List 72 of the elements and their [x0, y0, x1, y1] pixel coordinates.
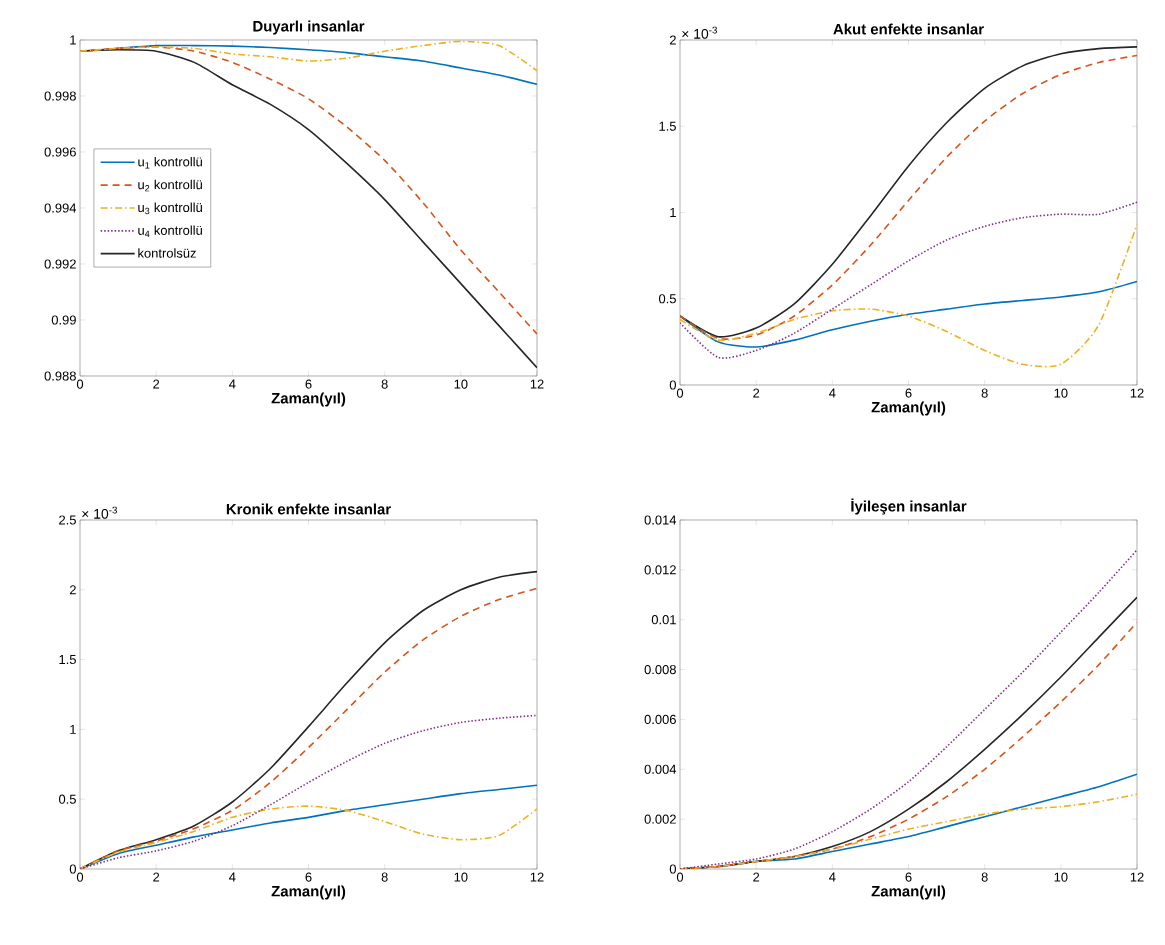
x-axis-title: Zaman(yıl) [271, 885, 346, 900]
line-series [680, 793, 1138, 869]
x-tick-label: 4 [829, 388, 836, 398]
y-tick-label: 1.5 [59, 655, 76, 665]
y-tick-label: 0.014 [644, 515, 677, 525]
x-tick-label: 4 [229, 872, 236, 882]
line-series [80, 40, 537, 72]
y-tick-label: 0.002 [644, 814, 676, 824]
x-tick-label: 0 [676, 388, 684, 398]
legend-label: kontrolsüz [138, 248, 196, 258]
x-tick-label: 8 [981, 872, 988, 882]
y-tick-label: 0.992 [44, 259, 76, 269]
y-tick-label: 0 [69, 864, 76, 874]
x-tick-label: 0 [676, 872, 684, 882]
x-tick-label: 8 [381, 379, 388, 389]
line-series [680, 280, 1138, 348]
x-tick-label: 4 [829, 872, 836, 882]
x-tick-label: 6 [905, 872, 912, 882]
chart-title: Kronik enfekte insanlar [226, 503, 391, 515]
y-tick-label: 0.006 [644, 714, 676, 725]
x-axis-title: Zaman(yıl) [271, 392, 346, 407]
y-tick-label: 0.004 [644, 764, 677, 774]
y-tick-label: 2.5 [59, 515, 76, 525]
x-tick-label: 2 [753, 872, 760, 882]
x-tick-label: 10 [1054, 388, 1068, 398]
y-tick-label: 0.5 [658, 294, 676, 304]
y-tick-label: 1.5 [659, 121, 676, 131]
x-tick-label: 10 [454, 379, 468, 389]
chart-title: İyileşen insanlar [851, 498, 967, 515]
y-tick-label: 0.012 [644, 565, 676, 575]
text: × 10$^{-3}$ [82, 506, 117, 519]
y-tick-label: 2 [69, 585, 76, 595]
y-tick-label: 0 [669, 864, 676, 874]
x-tick-label: 10 [454, 872, 468, 882]
line-series [80, 714, 537, 869]
x-tick-label: 12 [1130, 388, 1144, 398]
x-tick-label: 8 [981, 388, 988, 398]
y-tick-label: 0.5 [58, 794, 76, 804]
y-tick-label: 1 [70, 724, 76, 734]
y-tick-label: 0.008 [644, 664, 676, 675]
y-tick-label: 0.01 [651, 615, 676, 625]
y-tick-label: 0.99 [51, 315, 76, 325]
x-tick-label: 2 [153, 379, 160, 389]
x-tick-label: 12 [530, 379, 544, 389]
y-tick-label: 0.988 [44, 371, 76, 381]
y-tick-label: 1 [70, 35, 76, 45]
x-tick-label: 2 [753, 388, 760, 398]
x-tick-label: 8 [381, 872, 388, 882]
text: × 10$^{-3}$ [682, 26, 717, 39]
x-tick-label: 2 [153, 872, 160, 882]
x-tick-label: 10 [1054, 872, 1068, 882]
x-tick-label: 12 [1130, 872, 1144, 882]
chart-title: Duyarlı insanlar [253, 20, 365, 35]
x-tick-label: 6 [305, 379, 312, 389]
legend-label: u$_{1}$ kontrollü [138, 156, 202, 169]
x-axis-title: Zaman(yıl) [871, 401, 946, 416]
y-tick-label: 2 [669, 35, 676, 45]
x-tick-label: 12 [530, 872, 544, 882]
x-tick-label: 6 [305, 872, 312, 882]
y-tick-label: 0.998 [44, 91, 76, 101]
y-tick-label: 0.996 [44, 147, 76, 157]
legend-label: u$_{3}$ kontrollü [138, 202, 202, 215]
line-series [680, 201, 1138, 359]
chart-title: Akut enfekte insanlar [833, 23, 984, 35]
legend-label: u$_{4}$ kontrollü [138, 225, 202, 237]
y-tick-label: 0.994 [44, 203, 77, 213]
x-tick-label: 4 [229, 379, 236, 389]
x-axis-title: Zaman(yıl) [871, 885, 946, 900]
y-tick-label: 1 [670, 208, 676, 217]
x-tick-label: 6 [905, 388, 912, 398]
legend-label: u$_{2}$ kontrollü [138, 179, 202, 192]
line-series [80, 805, 537, 869]
